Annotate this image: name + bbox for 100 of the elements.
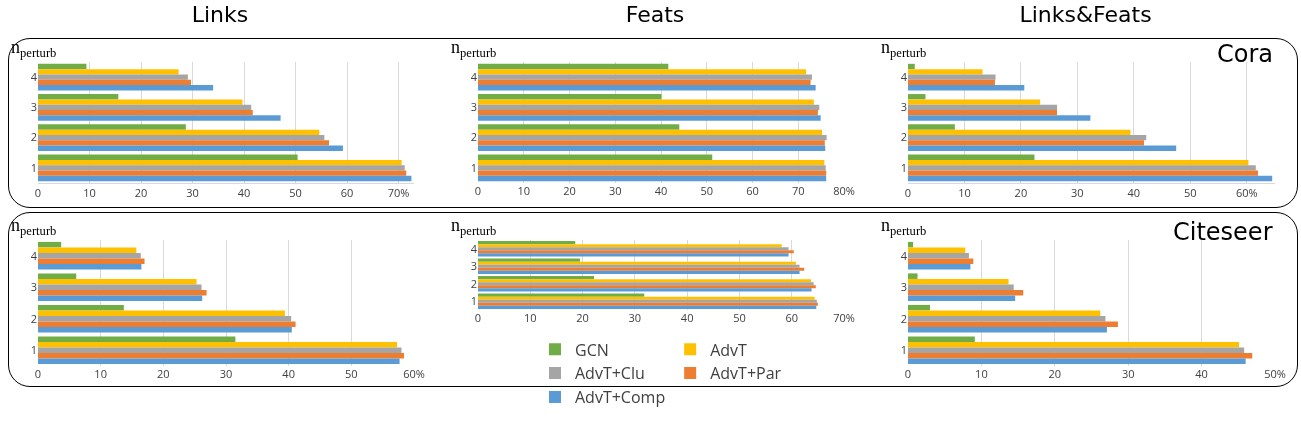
bar <box>478 288 812 292</box>
bar <box>908 336 975 342</box>
bar <box>478 63 669 70</box>
x-tick-label: 10 <box>958 185 971 201</box>
bar <box>478 293 645 297</box>
bar <box>38 264 142 270</box>
bar <box>478 145 826 151</box>
y-tick-label: 4 <box>30 68 38 84</box>
bar <box>38 69 179 75</box>
legend-label: GCN <box>575 338 609 361</box>
x-tick-label: 0 <box>474 183 482 198</box>
x-tick-label: 50% <box>1264 366 1286 381</box>
bar <box>38 165 405 171</box>
legend-label: AdvT+Clu <box>575 362 645 385</box>
bar <box>38 304 124 311</box>
bar <box>478 244 782 248</box>
chart-title: Links <box>191 1 249 27</box>
x-tick-label: 80% <box>833 183 855 198</box>
bar <box>908 321 1118 328</box>
bar <box>38 129 320 135</box>
x-tick-label: 40 <box>680 310 694 325</box>
x-tick-label: 30 <box>608 183 622 198</box>
bar <box>478 129 823 135</box>
bar <box>908 145 1177 151</box>
bar <box>908 94 926 100</box>
y-tick-label: 3 <box>30 99 37 115</box>
x-tick-label: 40 <box>237 185 251 201</box>
bar <box>38 321 296 328</box>
bar <box>478 74 812 80</box>
y-tick-label: 2 <box>900 129 907 145</box>
y-axis-title: n$_{perturb}$ <box>881 37 927 60</box>
bar <box>38 284 202 291</box>
bar <box>908 175 1273 182</box>
y-tick-label: 1 <box>470 293 477 309</box>
bar <box>38 124 186 130</box>
bar <box>478 79 811 86</box>
bar <box>908 104 1058 111</box>
bar <box>908 310 1101 316</box>
legend-label: AdvT <box>710 338 748 361</box>
bar <box>908 304 931 311</box>
bar <box>38 358 400 365</box>
x-tick-label: 30 <box>219 366 233 381</box>
bar <box>38 170 407 176</box>
bar <box>908 63 915 70</box>
bar <box>38 241 62 248</box>
x-tick-label: 40 <box>654 183 668 198</box>
y-tick-label: 3 <box>470 99 477 115</box>
bar <box>38 99 243 105</box>
bar <box>908 273 918 279</box>
x-tick-label: 50 <box>733 310 746 325</box>
x-tick-label: 70% <box>387 185 410 201</box>
x-tick-label: 0 <box>34 185 42 201</box>
bar <box>908 353 1253 359</box>
bar <box>908 341 1240 348</box>
bar <box>478 134 827 141</box>
bar <box>908 247 966 253</box>
x-tick-label: 50 <box>1184 185 1197 201</box>
bar <box>38 79 191 86</box>
bar <box>908 74 996 80</box>
x-tick-label: 70 <box>791 183 805 198</box>
y-tick-label: 3 <box>470 258 477 274</box>
bar <box>908 295 1016 302</box>
bar <box>478 270 800 274</box>
bar <box>38 247 137 253</box>
y-tick-label: 3 <box>30 279 37 295</box>
chart-title: Feats <box>625 1 685 27</box>
x-tick-label: 40 <box>1195 366 1208 381</box>
bar <box>478 124 680 130</box>
bar <box>478 99 814 105</box>
bar <box>38 327 292 333</box>
bar <box>478 159 825 166</box>
y-tick-label: 4 <box>470 68 478 84</box>
y-axis-title: n$_{perturb}$ <box>881 215 927 238</box>
x-tick-label: 20 <box>134 185 148 201</box>
x-tick-label: 30 <box>186 185 199 201</box>
bar <box>38 134 325 141</box>
bar <box>908 290 1024 296</box>
bar <box>908 252 969 259</box>
x-tick-label: 50 <box>345 366 358 381</box>
y-tick-label: 2 <box>30 310 37 326</box>
y-tick-label: 2 <box>900 310 907 326</box>
bar <box>478 175 827 182</box>
bar <box>478 253 789 257</box>
bar <box>38 110 253 116</box>
y-axis-title: n$_{perturb}$ <box>451 215 497 238</box>
bar <box>908 140 1145 146</box>
x-tick-label: 20 <box>563 183 576 198</box>
x-tick-label: 20 <box>157 366 170 381</box>
bar <box>38 347 402 354</box>
bar <box>38 94 119 100</box>
bar <box>478 250 794 254</box>
bar <box>908 358 1246 365</box>
x-tick-label: 70% <box>833 310 855 325</box>
bar <box>478 69 807 75</box>
bar <box>38 315 292 322</box>
bar <box>908 284 1014 291</box>
x-tick-label: 10 <box>94 366 107 381</box>
bar <box>38 336 236 342</box>
bar <box>478 165 826 171</box>
bar <box>908 315 1106 322</box>
